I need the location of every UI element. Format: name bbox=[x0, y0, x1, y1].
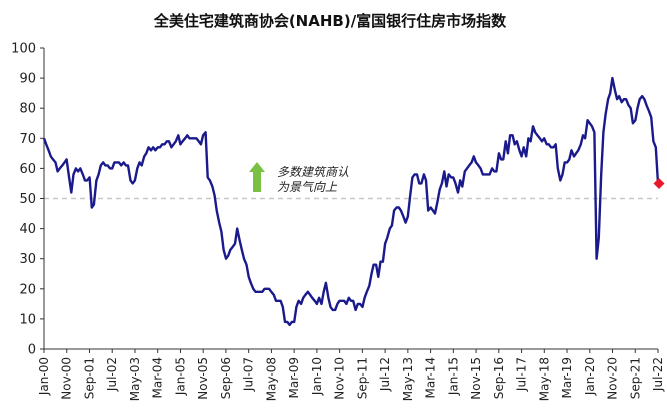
x-tick-label: May-18 bbox=[537, 357, 551, 401]
x-tick-label: Jan-05 bbox=[173, 357, 187, 396]
y-tick-label: 30 bbox=[19, 252, 36, 267]
y-tick-label: 100 bbox=[11, 42, 36, 57]
x-tick-label: Nov-15 bbox=[469, 357, 483, 400]
x-tick-label: May-03 bbox=[128, 357, 142, 401]
x-tick-label: Jan-20 bbox=[583, 357, 597, 396]
annotation: 多数建筑商认 为景气向上 bbox=[249, 162, 349, 194]
x-tick-label: Sep-01 bbox=[82, 357, 96, 399]
y-axis: 0 10 20 30 40 50 60 70 80 90 100 bbox=[11, 42, 45, 358]
x-tick-label: Nov-10 bbox=[333, 357, 347, 400]
x-tick-label: Jul-12 bbox=[378, 357, 392, 392]
up-arrow-icon bbox=[249, 162, 265, 192]
x-tick-label: Mar-19 bbox=[560, 357, 574, 398]
y-tick-label: 10 bbox=[19, 312, 36, 327]
annotation-line-2: 为景气向上 bbox=[277, 180, 338, 194]
x-tick-label: May-13 bbox=[401, 357, 415, 401]
x-tick-label: Jan-15 bbox=[446, 357, 460, 396]
y-tick-label: 40 bbox=[19, 222, 36, 237]
x-tick-label: Jul-07 bbox=[242, 357, 256, 392]
x-axis: Jan-00 Nov-00 Sep-01 Jul-02 May-03 Mar-04 Jan-… bbox=[37, 348, 665, 401]
x-tick-label: Mar-09 bbox=[287, 357, 301, 398]
y-tick-label: 60 bbox=[19, 162, 36, 177]
x-tick-label: Nov-05 bbox=[196, 357, 210, 400]
x-tick-label: Mar-14 bbox=[424, 357, 438, 398]
x-tick-label: Sep-11 bbox=[355, 357, 369, 399]
x-tick-label: Sep-16 bbox=[492, 357, 506, 399]
x-tick-label: Sep-06 bbox=[219, 357, 233, 399]
y-tick-label: 50 bbox=[19, 192, 36, 207]
x-tick-label: Sep-21 bbox=[628, 357, 642, 399]
y-tick-label: 90 bbox=[19, 72, 36, 87]
x-tick-label: Jul-02 bbox=[105, 357, 119, 392]
x-tick-label: Jan-00 bbox=[37, 357, 51, 396]
latest-value-marker bbox=[653, 177, 665, 189]
x-tick-label: Nov-00 bbox=[60, 357, 74, 400]
y-tick-label: 0 bbox=[28, 343, 36, 358]
x-tick-label: Mar-04 bbox=[151, 357, 165, 398]
x-tick-label: Nov-20 bbox=[606, 357, 620, 400]
series-line bbox=[42, 76, 660, 327]
series-layer bbox=[42, 76, 665, 327]
y-tick-label: 20 bbox=[19, 282, 36, 297]
y-tick-label: 80 bbox=[19, 102, 36, 117]
x-tick-label: Jul-22 bbox=[651, 357, 665, 392]
x-tick-label: Jan-10 bbox=[310, 357, 324, 396]
chart-title: 全美住宅建筑商协会(NAHB)/富国银行住房市场指数 bbox=[153, 12, 507, 30]
x-tick-label: May-08 bbox=[264, 357, 278, 401]
annotation-line-1: 多数建筑商认 bbox=[277, 165, 349, 179]
y-tick-label: 70 bbox=[19, 132, 36, 147]
x-tick-label: Jul-17 bbox=[515, 357, 529, 392]
